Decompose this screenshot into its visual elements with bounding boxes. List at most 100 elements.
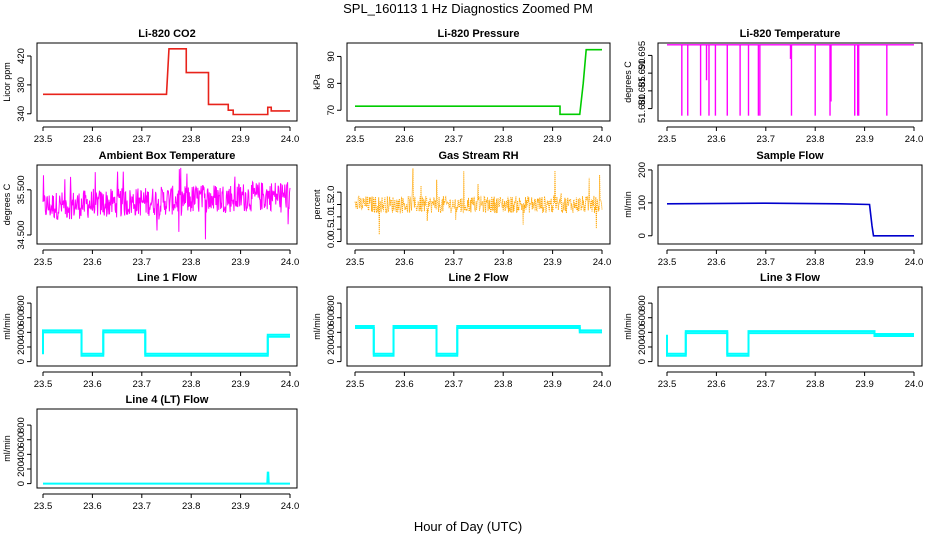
panel-title: Li-820 Pressure bbox=[438, 28, 520, 40]
x-tick-label: 23.7 bbox=[757, 379, 776, 390]
x-tick-label: 23.7 bbox=[757, 257, 776, 268]
panel-title: Ambient Box Temperature bbox=[99, 150, 236, 162]
chart-panel-8: Line 2 Flow 23.5 23.6 23.7 23.8 23.9 24.0 0 2004… bbox=[312, 272, 611, 390]
x-tick-label: 24.0 bbox=[281, 379, 300, 390]
y-tick-label: 90 bbox=[326, 51, 337, 62]
y-tick-label: 400 bbox=[326, 324, 337, 340]
y-tick-label: 0 bbox=[326, 359, 337, 364]
x-tick-label: 23.5 bbox=[346, 134, 365, 145]
y-tick-label: 0 bbox=[16, 481, 27, 486]
y-tick-label: 80 bbox=[326, 78, 337, 89]
panel-title: Line 2 Flow bbox=[449, 272, 509, 284]
y-axis-label: kPa bbox=[312, 74, 322, 90]
x-tick-label: 23.7 bbox=[133, 379, 152, 390]
panel-title: Line 3 Flow bbox=[760, 272, 820, 284]
x-tick-label: 24.0 bbox=[593, 134, 612, 145]
panel-title: Li-820 CO2 bbox=[138, 28, 195, 40]
x-tick-label: 23.8 bbox=[182, 257, 201, 268]
panel-frame bbox=[346, 164, 611, 245]
y-tick-label: 600 bbox=[16, 432, 27, 448]
y-axis-label: percent bbox=[312, 189, 322, 220]
x-tick-label: 23.9 bbox=[231, 501, 250, 512]
series-line bbox=[355, 326, 602, 357]
y-tick-label: 51.685 bbox=[637, 76, 648, 105]
x-tick-label: 23.7 bbox=[445, 134, 464, 145]
series-line bbox=[42, 331, 290, 357]
x-tick-label: 23.5 bbox=[658, 379, 677, 390]
x-tick-label: 23.5 bbox=[658, 134, 677, 145]
x-tick-label: 23.6 bbox=[395, 134, 414, 145]
series-line-band bbox=[355, 324, 602, 355]
y-tick-label: 800 bbox=[16, 295, 27, 311]
x-tick-label: 24.0 bbox=[905, 379, 924, 390]
series-noise bbox=[42, 167, 291, 240]
y-tick-label: 70 bbox=[326, 105, 337, 116]
series-line-band bbox=[666, 330, 914, 355]
chart-panel-4: Ambient Box Temperature 23.5 23.6 23.7 23.8 2… bbox=[2, 150, 299, 268]
figure-title: SPL_160113 1 Hz Diagnostics Zoomed PM bbox=[343, 1, 593, 16]
y-tick-label: 100 bbox=[637, 195, 648, 211]
x-tick-label: 23.6 bbox=[83, 501, 102, 512]
data-layer bbox=[355, 324, 602, 357]
y-tick-label: 1.0 bbox=[326, 210, 337, 223]
y-tick-label: 0.0 bbox=[326, 235, 337, 248]
x-tick-label: 23.5 bbox=[346, 257, 365, 268]
data-layer bbox=[355, 48, 602, 116]
y-axis-label: degrees C bbox=[623, 61, 633, 103]
series-line-band bbox=[42, 329, 290, 355]
y-tick-label: 400 bbox=[16, 446, 27, 462]
x-tick-label: 24.0 bbox=[593, 379, 612, 390]
y-axis-label: ml/min bbox=[2, 435, 12, 462]
x-tick-label: 23.8 bbox=[494, 134, 513, 145]
x-tick-label: 23.9 bbox=[543, 379, 562, 390]
x-tick-label: 23.9 bbox=[543, 134, 562, 145]
x-tick-label: 23.9 bbox=[855, 134, 874, 145]
y-tick-label: 51.695 bbox=[637, 41, 648, 70]
y-tick-label: 380 bbox=[16, 77, 27, 93]
chart-panel-3: Li-820 Temperature 23.5 23.6 23.7 23.8 23.9 24… bbox=[623, 28, 923, 145]
x-tick-label: 23.8 bbox=[806, 379, 825, 390]
panel-frame bbox=[346, 42, 611, 122]
chart-panel-2: Li-820 Pressure 23.5 23.6 23.7 23.8 23.9 24.0 7… bbox=[312, 28, 611, 145]
y-tick-label: 0 bbox=[637, 359, 648, 364]
y-tick-label: 51.690 bbox=[637, 59, 648, 88]
y-axis-label: ml/min bbox=[312, 313, 322, 340]
y-tick-label: 200 bbox=[16, 461, 27, 477]
x-tick-label: 23.9 bbox=[543, 257, 562, 268]
y-axis-label: Licor ppm bbox=[2, 62, 12, 102]
panel-frame bbox=[657, 42, 923, 122]
y-tick-label: 200 bbox=[637, 162, 648, 178]
x-tick-label: 23.9 bbox=[231, 134, 250, 145]
x-tick-label: 23.9 bbox=[855, 257, 874, 268]
x-tick-label: 23.8 bbox=[182, 134, 201, 145]
x-tick-label: 23.7 bbox=[445, 257, 464, 268]
panel-frame bbox=[346, 286, 611, 367]
chart-panel-5: Gas Stream RH 23.5 23.6 23.7 23.8 23.9 24.0 0.0… bbox=[312, 150, 611, 268]
series-line bbox=[43, 47, 290, 116]
y-tick-label: 600 bbox=[637, 310, 648, 326]
x-tick-label: 23.6 bbox=[707, 379, 726, 390]
chart-panel-10: Line 4 (LT) Flow 23.5 23.6 23.7 23.8 23.9 24.0… bbox=[2, 394, 299, 512]
x-tick-label: 24.0 bbox=[593, 257, 612, 268]
y-tick-label: 200 bbox=[16, 339, 27, 355]
x-tick-label: 23.6 bbox=[83, 257, 102, 268]
x-tick-label: 23.6 bbox=[83, 134, 102, 145]
x-tick-label: 23.8 bbox=[494, 379, 513, 390]
x-tick-label: 23.5 bbox=[34, 379, 53, 390]
x-tick-label: 24.0 bbox=[905, 257, 924, 268]
y-tick-label: 800 bbox=[16, 417, 27, 433]
panel-title: Sample Flow bbox=[756, 150, 824, 162]
chart-panel-6: Sample Flow 23.5 23.6 23.7 23.8 23.9 24.0 0 100 2… bbox=[623, 150, 923, 268]
x-tick-label: 23.9 bbox=[855, 379, 874, 390]
x-tick-label: 23.7 bbox=[133, 257, 152, 268]
x-tick-label: 23.5 bbox=[34, 134, 53, 145]
y-tick-label: 420 bbox=[16, 48, 27, 64]
panel-frame bbox=[657, 286, 923, 367]
panel-grid: Li-820 CO2 23.5 23.6 23.7 23.8 23.9 24.0 340 380… bbox=[2, 28, 923, 512]
chart-panel-1: Li-820 CO2 23.5 23.6 23.7 23.8 23.9 24.0 340 380… bbox=[2, 28, 299, 145]
data-layer bbox=[42, 329, 290, 357]
y-tick-label: 34.500 bbox=[16, 220, 27, 249]
x-tick-label: 23.7 bbox=[133, 501, 152, 512]
chart-panel-7: Line 1 Flow 23.5 23.6 23.7 23.8 23.9 24.0 0 2004… bbox=[2, 272, 299, 390]
